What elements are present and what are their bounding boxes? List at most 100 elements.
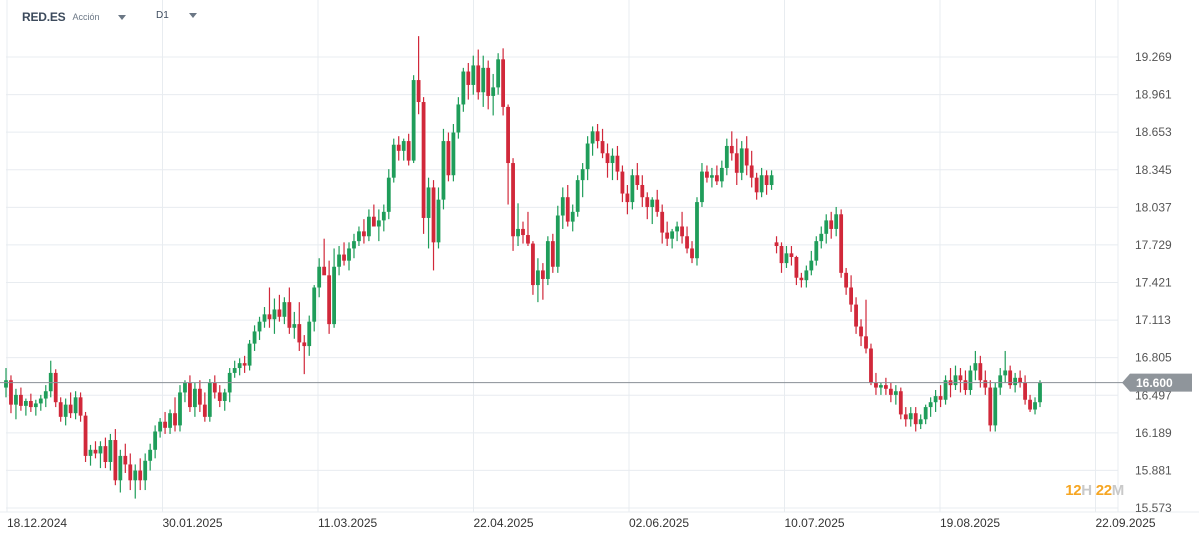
candle-body (695, 202, 699, 259)
candle-body (451, 132, 456, 176)
candle-body (779, 246, 784, 264)
candle-body (9, 380, 13, 405)
current-price-label: 16.600 (1136, 376, 1173, 390)
candle-body (98, 446, 103, 454)
x-tick-label: 30.01.2025 (163, 516, 223, 530)
candle-body (988, 387, 993, 426)
candle-body (14, 394, 18, 405)
candle-body (376, 220, 381, 227)
candle-body (764, 175, 769, 186)
candle-body (531, 243, 535, 286)
candle-body (212, 382, 217, 393)
candle-body (371, 216, 376, 227)
candle-body (312, 287, 317, 322)
candle-body (287, 302, 292, 328)
candle-body (158, 421, 163, 432)
candle-body (188, 382, 192, 408)
candle-body (153, 431, 158, 450)
candle-body (78, 397, 83, 416)
candle-body (491, 87, 496, 96)
candle-body (809, 260, 814, 271)
candle-body (1038, 382, 1042, 403)
candle-body (973, 363, 978, 371)
candle-body (913, 413, 918, 425)
candle-body (888, 388, 893, 395)
candle-body (272, 309, 277, 320)
candle-body (526, 235, 530, 244)
candle-body (908, 413, 913, 420)
candle-body (710, 175, 714, 178)
candle-body (148, 449, 153, 461)
candle-body (133, 470, 138, 481)
candle-body (1028, 399, 1032, 410)
countdown-minutes: 22 (1095, 482, 1112, 499)
candle-body (570, 211, 575, 222)
candle-body (724, 145, 729, 168)
y-tick-label: 18.961 (1135, 88, 1172, 102)
candle-body (436, 199, 441, 243)
candle-body (317, 266, 322, 288)
candle-body (824, 220, 829, 234)
candle-body (53, 372, 58, 403)
candle-body (739, 148, 744, 173)
candle-body (600, 141, 605, 154)
candle-body (1018, 377, 1023, 383)
candle-body (242, 363, 247, 366)
candle-body (635, 175, 640, 186)
countdown-hours: 12 (1065, 482, 1082, 499)
countdown-hours-unit: H (1081, 482, 1092, 499)
candle-body (719, 167, 724, 182)
candle-body (337, 254, 341, 267)
y-tick-label: 16.189 (1135, 426, 1172, 440)
candle-body (749, 165, 754, 178)
candle-body (630, 175, 635, 203)
candle-body (943, 380, 948, 400)
candle-body (28, 400, 33, 408)
current-price-tag: 16.600 (1122, 373, 1192, 392)
candle-body (714, 175, 719, 182)
candle-body (729, 145, 734, 154)
y-tick-label: 18.345 (1135, 163, 1172, 177)
timeframe-selector[interactable]: D1 (156, 10, 197, 21)
candle-body (381, 211, 386, 221)
candle-body (143, 460, 148, 481)
candle-body (471, 65, 476, 85)
candle-body (58, 402, 63, 417)
candle-body (540, 270, 545, 279)
candle-body (486, 67, 491, 96)
candle-body (1023, 382, 1027, 400)
candle-body (814, 241, 819, 261)
y-tick-label: 16.497 (1135, 388, 1172, 402)
candle-body (511, 163, 515, 237)
candle-body (63, 404, 68, 417)
chevron-down-icon (188, 13, 197, 18)
candle-body (575, 180, 580, 212)
candle-body (675, 226, 680, 232)
candle-body (307, 321, 312, 347)
y-tick-label: 16.805 (1135, 351, 1172, 365)
candle-body (545, 241, 550, 279)
candle-body (262, 314, 267, 322)
candle-body (769, 175, 774, 186)
candle-body (207, 382, 212, 417)
candle-body (660, 211, 665, 233)
candle-body (883, 385, 888, 389)
candle-body (521, 228, 525, 236)
candle-body (178, 392, 182, 426)
candle-body (1013, 377, 1018, 386)
candle-body (834, 214, 839, 229)
candle-body (277, 309, 282, 317)
candle-body (839, 214, 844, 273)
candle-body (700, 171, 704, 203)
candle-body (898, 391, 903, 415)
candle-body (819, 233, 824, 242)
candle-body (68, 404, 73, 414)
symbol-type-label: Acción (72, 12, 100, 22)
candle-body (217, 392, 222, 401)
symbol-selector[interactable]: RED.ES Acción (22, 10, 126, 24)
candle-body (784, 253, 789, 264)
candle-body (590, 131, 595, 144)
candle-body (1003, 370, 1008, 376)
x-tick-label: 22.04.2025 (474, 516, 534, 530)
